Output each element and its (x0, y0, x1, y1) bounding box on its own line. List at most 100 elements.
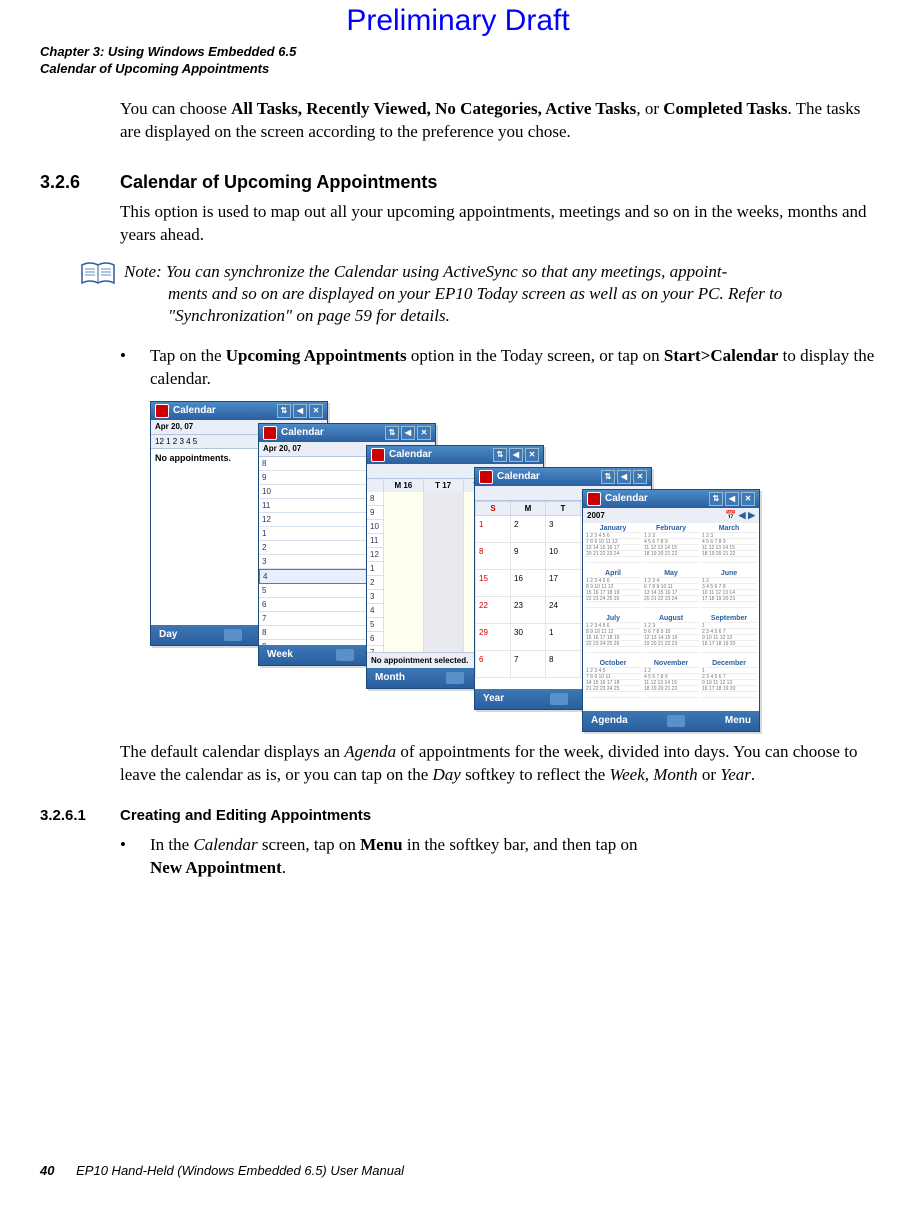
day-cell[interactable]: 22 (476, 596, 511, 623)
bullet-marker: • (120, 345, 150, 391)
bullet-2: • In the Calendar screen, tap on Menu in… (120, 834, 876, 880)
signal-icon: ⇅ (601, 470, 615, 484)
close-icon[interactable]: ✕ (417, 426, 431, 440)
softkey-left[interactable]: Week (267, 649, 293, 660)
day-cell[interactable]: 17 (546, 569, 581, 596)
day-cell[interactable]: 23 (511, 596, 546, 623)
day-header: M 16 (384, 479, 424, 492)
keyboard-icon[interactable] (224, 629, 242, 641)
note-block: Note: You can synchronize the Calendar u… (80, 261, 876, 327)
signal-icon: ⇅ (277, 404, 291, 418)
hour-row: 3 (367, 590, 383, 604)
close-icon[interactable]: ✕ (633, 470, 647, 484)
softkey-right[interactable]: Menu (725, 715, 751, 726)
calendar-year-window: Calendar ⇅ ◀ ✕ 2007 📅 ◀ ▶ January1 2 3 4… (582, 489, 760, 732)
close-icon[interactable]: ✕ (525, 448, 539, 462)
volume-icon: ◀ (725, 492, 739, 506)
header-chapter: Chapter 3: Using Windows Embedded 6.5 (40, 44, 876, 61)
start-icon (371, 448, 385, 462)
book-icon (80, 261, 124, 327)
day-cell[interactable]: 15 (476, 569, 511, 596)
softkey-left[interactable]: Agenda (591, 715, 628, 726)
section-326-body: This option is used to map out all your … (120, 201, 876, 247)
day-cell[interactable]: 6 (476, 650, 511, 677)
page-footer: 40 EP10 Hand-Held (Windows Embedded 6.5)… (40, 1163, 404, 1178)
intro-paragraph: You can choose All Tasks, Recently Viewe… (120, 98, 876, 144)
mini-month[interactable]: November1 24 5 6 7 8 911 12 13 14 1518 1… (643, 660, 699, 703)
after-screens-paragraph: The default calendar displays an Agenda … (120, 741, 876, 787)
softkey-left[interactable]: Month (375, 672, 405, 683)
close-icon[interactable]: ✕ (309, 404, 323, 418)
day-cell[interactable]: 7 (511, 650, 546, 677)
day-cell[interactable]: 9 (511, 542, 546, 569)
section-number: 3.2.6.1 (40, 807, 120, 824)
year-nav[interactable]: 📅 ◀ ▶ (725, 510, 755, 521)
titlebar: Calendar ⇅ ◀ ✕ (475, 468, 651, 486)
mini-month[interactable]: September12 3 4 5 6 79 10 11 12 1316 17 … (701, 615, 757, 658)
app-title: Calendar (389, 449, 432, 460)
keyboard-icon[interactable] (336, 649, 354, 661)
hour-row: 7 (367, 646, 383, 652)
signal-icon: ⇅ (385, 426, 399, 440)
note-text: Note: You can synchronize the Calendar u… (124, 261, 876, 327)
day-cell[interactable]: 24 (546, 596, 581, 623)
note-label: Note: (124, 262, 162, 281)
hour-row: 9 (367, 506, 383, 520)
keyboard-icon[interactable] (550, 693, 568, 705)
page-number: 40 (40, 1163, 54, 1178)
section-title: Calendar of Upcoming Appointments (120, 172, 437, 193)
year-label: 2007 (587, 511, 605, 520)
mini-month[interactable]: June1 23 4 5 6 7 810 11 12 13 1417 18 19… (701, 570, 757, 613)
hour-row: 2 (367, 576, 383, 590)
dow-header: S (476, 501, 511, 515)
softkey-left[interactable]: Day (159, 629, 177, 640)
day-cell[interactable]: 30 (511, 623, 546, 650)
day-cell[interactable]: 1 (546, 623, 581, 650)
mini-month[interactable]: March1 2 34 5 6 7 8 911 12 13 14 1518 19… (701, 525, 757, 568)
mini-month[interactable]: April1 2 3 4 5 68 9 10 11 1215 16 17 18 … (585, 570, 641, 613)
mini-month[interactable]: July1 2 3 4 5 68 9 10 11 1215 16 17 18 1… (585, 615, 641, 658)
calendar-screenshots: Calendar ⇅ ◀ ✕ Apr 20, 07 S M T W T 12 1… (150, 401, 910, 731)
hour-row: 6 (367, 632, 383, 646)
mini-month[interactable]: August1 2 35 6 7 8 9 1012 13 14 15 1619 … (643, 615, 699, 658)
volume-icon: ◀ (617, 470, 631, 484)
day-cell[interactable]: 1 (476, 515, 511, 542)
mini-month[interactable]: October1 2 3 4 57 8 9 10 1114 15 16 17 1… (585, 660, 641, 703)
hour-row: 5 (367, 618, 383, 632)
day-cell[interactable]: 8 (476, 542, 511, 569)
mini-month[interactable]: February1 2 34 5 6 7 8 911 12 13 14 1518… (643, 525, 699, 568)
titlebar: Calendar ⇅ ◀ ✕ (583, 490, 759, 508)
app-title: Calendar (173, 405, 216, 416)
day-cell[interactable]: 16 (511, 569, 546, 596)
section-3261: 3.2.6.1 Creating and Editing Appointment… (40, 807, 876, 824)
start-icon (155, 404, 169, 418)
titlebar: Calendar ⇅ ◀ ✕ (259, 424, 435, 442)
dow-header: T (546, 501, 581, 515)
footer-title: EP10 Hand-Held (Windows Embedded 6.5) Us… (76, 1163, 404, 1178)
app-title: Calendar (281, 427, 324, 438)
mini-month[interactable]: May1 2 3 46 7 8 9 10 1113 14 15 16 1720 … (643, 570, 699, 613)
hour-row: 11 (367, 534, 383, 548)
volume-icon: ◀ (293, 404, 307, 418)
keyboard-icon[interactable] (446, 672, 464, 684)
page-header: Chapter 3: Using Windows Embedded 6.5 Ca… (0, 44, 916, 78)
softkey-left[interactable]: Year (483, 693, 504, 704)
day-cell[interactable]: 2 (511, 515, 546, 542)
app-title: Calendar (497, 471, 540, 482)
close-icon[interactable]: ✕ (741, 492, 755, 506)
day-cell[interactable]: 8 (546, 650, 581, 677)
keyboard-icon[interactable] (667, 715, 685, 727)
mini-month[interactable]: January1 2 3 4 5 67 8 9 10 11 1213 14 15… (585, 525, 641, 568)
bullet-marker: • (120, 834, 150, 880)
start-icon (263, 426, 277, 440)
day-cell[interactable]: 29 (476, 623, 511, 650)
mini-month[interactable]: December12 3 4 5 6 79 10 11 12 1316 17 1… (701, 660, 757, 703)
year-body: January1 2 3 4 5 67 8 9 10 11 1213 14 15… (583, 523, 759, 711)
hour-row: 1 (367, 562, 383, 576)
section-number: 3.2.6 (40, 172, 120, 193)
day-cell[interactable]: 3 (546, 515, 581, 542)
day-cell[interactable]: 10 (546, 542, 581, 569)
signal-icon: ⇅ (709, 492, 723, 506)
hour-row: 4 (367, 604, 383, 618)
bullet-1: • Tap on the Upcoming Appointments optio… (120, 345, 876, 391)
